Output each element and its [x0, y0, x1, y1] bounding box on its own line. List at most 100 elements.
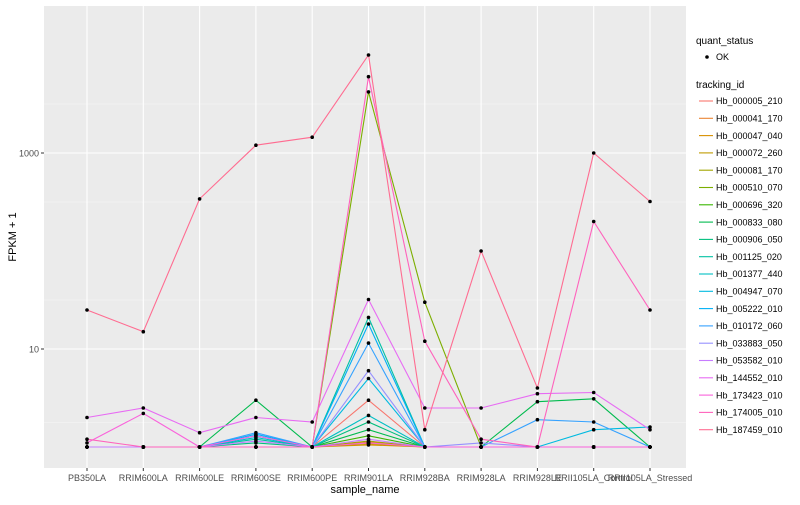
data-point	[310, 445, 314, 449]
legend-label: Hb_000072_260	[716, 148, 783, 158]
legend-tracking-title: tracking_id	[696, 80, 744, 91]
legend-label: Hb_000696_320	[716, 200, 783, 210]
legend-label: Hb_000005_210	[716, 96, 783, 106]
legend-label: Hb_053582_010	[716, 356, 783, 366]
data-point	[367, 90, 371, 94]
data-point	[648, 308, 652, 312]
data-point	[648, 200, 652, 204]
data-point	[367, 75, 371, 79]
legend-label: Hb_174005_010	[716, 408, 783, 418]
legend-label: Hb_173423_010	[716, 390, 783, 400]
legend-quant-title: quant_status	[696, 36, 753, 47]
legend-label: Hb_010172_060	[716, 321, 783, 331]
legend-quant-label: OK	[716, 52, 729, 62]
data-point	[479, 249, 483, 253]
data-point	[254, 445, 258, 449]
data-point	[367, 341, 371, 345]
data-point	[198, 197, 202, 201]
legend-label: Hb_000047_040	[716, 131, 783, 141]
x-tick-label: RRIM600LA	[119, 473, 168, 483]
x-tick-label: RRII105LA_Stressed	[608, 473, 693, 483]
x-tick-label: PB350LA	[68, 473, 106, 483]
x-tick-label: RRIM928BA	[400, 473, 450, 483]
data-point	[536, 392, 540, 396]
x-tick-label: RRIM928LA	[457, 473, 506, 483]
legend-quant-key	[705, 55, 709, 59]
data-point	[648, 445, 652, 449]
data-point	[367, 298, 371, 302]
data-point	[198, 445, 202, 449]
legend-label: Hb_000906_050	[716, 235, 783, 245]
data-point	[85, 437, 89, 441]
line-chart: 10 1000 PB350LA RRIM600LA RRIM600LE RRIM600SE…	[0, 0, 800, 500]
data-point	[367, 437, 371, 441]
x-tick-label: RRIM600LE	[175, 473, 224, 483]
data-point	[536, 386, 540, 390]
legend-label: Hb_004947_070	[716, 287, 783, 297]
data-point	[592, 397, 596, 401]
data-point	[142, 412, 146, 416]
data-point	[367, 53, 371, 57]
data-point	[592, 391, 596, 395]
data-point	[423, 445, 427, 449]
x-tick-label: RRIM600PE	[287, 473, 337, 483]
data-point	[648, 428, 652, 432]
data-point	[367, 369, 371, 373]
data-point	[592, 428, 596, 432]
legend-label: Hb_005222_010	[716, 304, 783, 314]
data-point	[254, 398, 258, 402]
data-point	[423, 339, 427, 343]
data-point	[254, 439, 258, 443]
data-point	[142, 330, 146, 334]
data-point	[85, 416, 89, 420]
data-point	[423, 428, 427, 432]
data-point	[85, 308, 89, 312]
data-point	[367, 420, 371, 424]
data-point	[367, 377, 371, 381]
data-point	[142, 445, 146, 449]
legend-label: Hb_000081_170	[716, 165, 783, 175]
data-point	[367, 398, 371, 402]
legend-label: Hb_033883_050	[716, 338, 783, 348]
x-tick-label: RRIM901LA	[344, 473, 393, 483]
x-tick-label: RRIM600SE	[231, 473, 281, 483]
legend-label: Hb_000510_070	[716, 183, 783, 193]
data-point	[85, 441, 89, 445]
x-axis-title: sample_name	[330, 484, 399, 496]
data-point	[479, 437, 483, 441]
legend-label: Hb_001125_020	[716, 252, 782, 262]
data-point	[592, 445, 596, 449]
data-point	[85, 445, 89, 449]
legend-label: Hb_000833_080	[716, 217, 783, 227]
data-point	[479, 441, 483, 445]
data-point	[423, 406, 427, 410]
data-point	[367, 322, 371, 326]
legend-label: Hb_000041_170	[716, 114, 783, 124]
legend-label: Hb_144552_010	[716, 373, 783, 383]
data-point	[310, 420, 314, 424]
y-tick-label: 10	[29, 345, 39, 355]
data-point	[367, 434, 371, 438]
legend-label: Hb_187459_010	[716, 425, 783, 435]
legend-label: Hb_001377_440	[716, 269, 783, 279]
data-point	[310, 135, 314, 139]
data-point	[592, 420, 596, 424]
data-point	[536, 445, 540, 449]
data-point	[254, 431, 258, 435]
data-point	[254, 434, 258, 438]
data-point	[479, 406, 483, 410]
data-point	[367, 316, 371, 320]
data-point	[367, 414, 371, 418]
data-point	[142, 406, 146, 410]
data-point	[198, 431, 202, 435]
data-point	[592, 151, 596, 155]
data-point	[423, 300, 427, 304]
data-point	[592, 220, 596, 224]
y-axis-title: FPKM + 1	[7, 212, 19, 261]
y-tick-label: 1000	[19, 149, 39, 159]
data-point	[536, 400, 540, 404]
data-point	[479, 445, 483, 449]
chart: 10 1000 PB350LA RRIM600LA RRIM600LE RRIM600SE…	[0, 0, 800, 500]
legend: quant_status tracking_id OK Hb_000005_210…	[696, 36, 783, 435]
data-point	[367, 441, 371, 445]
